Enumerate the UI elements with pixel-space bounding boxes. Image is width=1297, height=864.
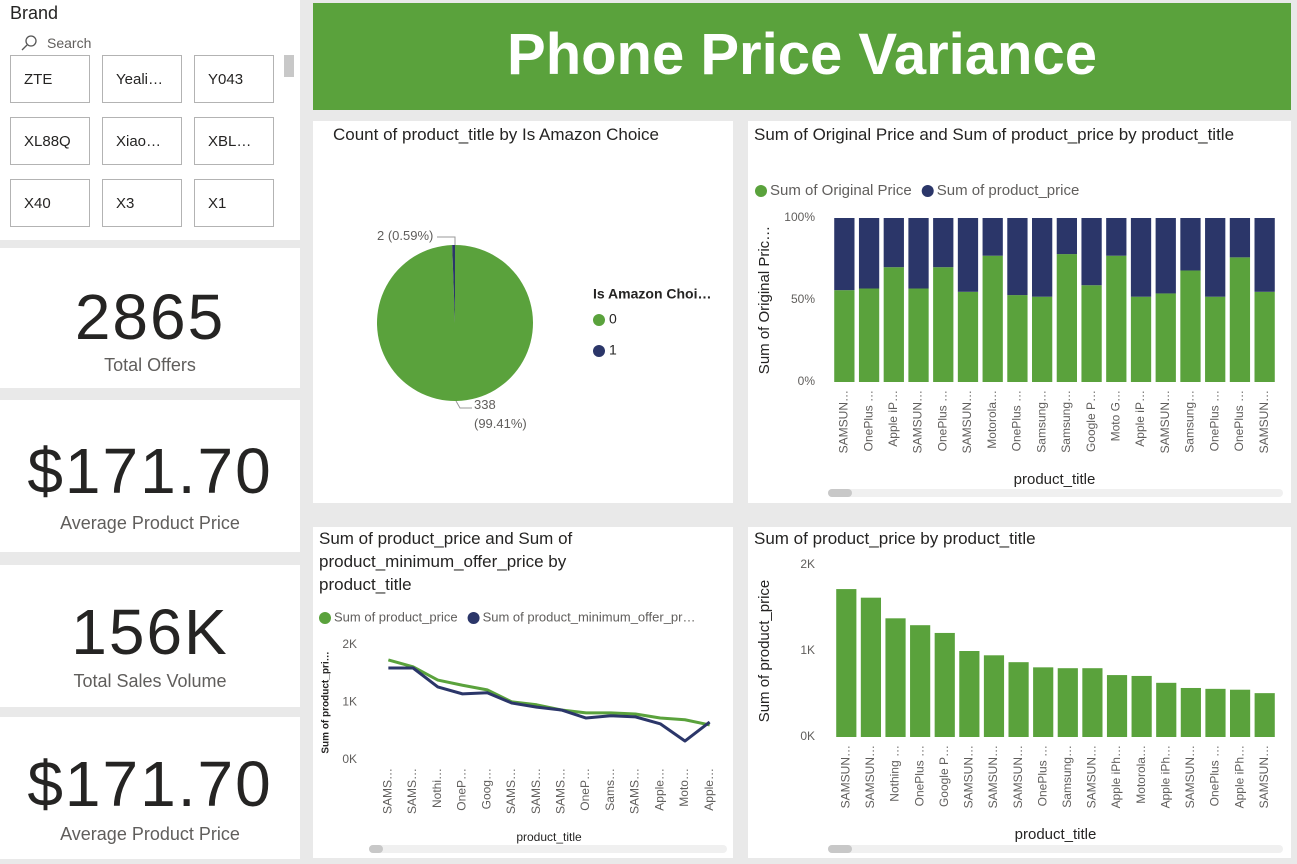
- chart-panel: Count of product_title by Is Amazon Choi…: [313, 121, 733, 503]
- chart-title: Sum of product_price and Sum of product_…: [319, 529, 573, 594]
- search-icon: [20, 33, 40, 53]
- card: $171.70 Average Product Price: [0, 400, 300, 552]
- card: 2865 Total Offers: [0, 248, 300, 388]
- slicer-item[interactable]: XBL…: [194, 117, 274, 165]
- slicer-item[interactable]: Xiao…: [102, 117, 182, 165]
- page-title: Phone Price Variance: [507, 22, 1097, 87]
- slicer-item[interactable]: Yeali…: [102, 55, 182, 103]
- data-label: 2 (0.59%): [377, 228, 434, 243]
- search-box[interactable]: Search: [47, 35, 92, 51]
- chart-panel: Sum of Original Price and Sum of product…: [748, 121, 1291, 503]
- search-glyph: [21, 35, 37, 51]
- slicer-item[interactable]: X1: [194, 179, 274, 227]
- card: 156K Total Sales Volume: [0, 565, 300, 707]
- card-value: 156K: [71, 596, 229, 668]
- slicer-item[interactable]: ZTE: [10, 55, 90, 103]
- chart-panel: Sum of product_price and Sum of product_…: [313, 527, 733, 858]
- scrollbar[interactable]: [284, 55, 294, 77]
- card: $171.70 Average Product Price: [0, 717, 300, 859]
- header-banner: Phone Price Variance: [313, 3, 1291, 110]
- slicer-item[interactable]: XL88Q: [10, 117, 90, 165]
- card-label: Average Product Price: [60, 513, 240, 533]
- slicer-item[interactable]: X3: [102, 179, 182, 227]
- chart-title: Count of product_title by Is Amazon Choi…: [333, 125, 660, 144]
- slicer-item[interactable]: Y043: [194, 55, 274, 103]
- card-value: 2865: [74, 281, 226, 353]
- chart-panel: Sum of product_price by product_title: [748, 527, 1291, 858]
- card-value: $171.70: [27, 748, 273, 820]
- card-label: Average Product Price: [60, 824, 240, 844]
- slicer: Brand Search ZTE Yeali… Y043 XL88Q Xiao……: [0, 0, 300, 240]
- chart-title: Sum of Original Price and Sum of product…: [754, 125, 1235, 144]
- card-label: Total Offers: [104, 355, 196, 375]
- card-label: Total Sales Volume: [73, 671, 227, 691]
- chart-title: Sum of product_price by product_title: [754, 529, 1036, 548]
- slicer-title: Brand: [10, 3, 59, 23]
- slicer-item[interactable]: X40: [10, 179, 90, 227]
- card-value: $171.70: [27, 435, 273, 507]
- data-label: 338 (99.41%): [474, 397, 527, 431]
